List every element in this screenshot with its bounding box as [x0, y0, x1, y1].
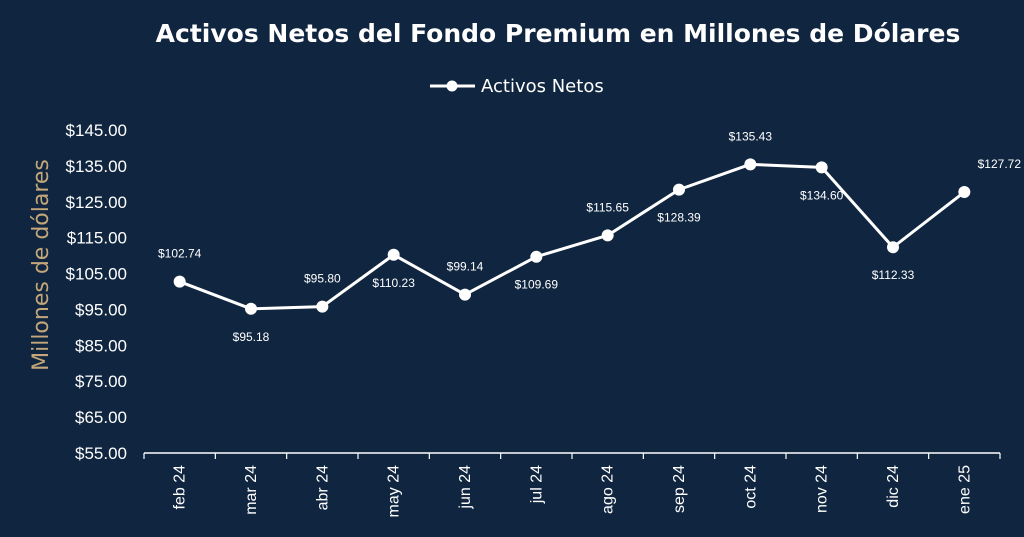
x-tick-label: sep 24	[671, 465, 688, 513]
data-label: $109.69	[515, 278, 559, 292]
x-axis-tick-marks	[143, 453, 1001, 459]
y-tick-label: $145.00	[66, 121, 127, 140]
legend: Activos Netos	[430, 76, 604, 97]
data-label: $127.72	[978, 157, 1022, 171]
data-point	[673, 183, 685, 196]
data-point	[316, 300, 329, 313]
series-line-activos-netos	[179, 162, 966, 311]
data-points	[173, 158, 971, 315]
data-point	[245, 302, 257, 315]
data-label: $134.60	[800, 188, 844, 202]
y-tick-label: $55.00	[75, 444, 127, 463]
data-label: $95.18	[233, 330, 270, 344]
data-point	[173, 275, 186, 288]
x-tick-label: abr 24	[314, 465, 331, 510]
legend-point-marker	[446, 80, 458, 92]
data-point	[958, 186, 971, 199]
data-label: $102.74	[158, 247, 202, 261]
data-label: $95.80	[304, 272, 341, 286]
x-tick-label: oct 24	[742, 465, 759, 509]
x-axis-ticks: feb 24 mar 24 abr 24 may 24 jun 24 jul 24 ago …	[172, 465, 974, 518]
data-label: $99.14	[447, 260, 484, 274]
data-labels: $102.74 $95.18 $95.80 $110.23 $99.14 $109.69 $…	[158, 129, 1021, 343]
data-point	[530, 250, 543, 263]
x-tick-label: ago 24	[600, 465, 617, 514]
chart-title: Activos Netos del Fondo Premium en Millo…	[156, 19, 961, 48]
x-tick-label: jun 24	[457, 465, 474, 510]
data-point	[887, 241, 899, 254]
y-tick-label: $65.00	[75, 408, 127, 427]
y-tick-label: $125.00	[66, 193, 127, 212]
data-label: $112.33	[872, 268, 915, 282]
y-tick-label: $85.00	[75, 336, 127, 355]
data-point	[387, 248, 400, 261]
data-point	[744, 158, 757, 171]
data-label: $135.43	[729, 129, 773, 143]
data-point	[601, 229, 614, 242]
y-tick-label: $105.00	[66, 265, 127, 284]
x-tick-label: nov 24	[814, 465, 831, 513]
x-tick-label: mar 24	[243, 465, 260, 515]
data-label: $115.65	[586, 200, 629, 214]
x-tick-label: may 24	[386, 465, 403, 518]
y-tick-label: $115.00	[67, 229, 127, 248]
data-point	[815, 161, 828, 174]
y-axis-label: Millones de dólares	[29, 159, 54, 371]
data-label: $110.23	[372, 276, 415, 290]
data-label: $128.39	[657, 211, 701, 225]
y-tick-label: $135.00	[66, 157, 127, 176]
x-tick-label: dic 24	[885, 465, 902, 508]
x-tick-label: jul 24	[528, 465, 545, 504]
legend-entry-activos-netos: Activos Netos	[481, 76, 604, 97]
y-tick-label: $95.00	[75, 300, 127, 319]
y-axis-ticks: $55.00 $65.00 $75.00 $85.00 $95.00 $105.00 $11…	[66, 121, 127, 463]
y-tick-label: $75.00	[75, 372, 127, 391]
x-tick-label: feb 24	[172, 465, 189, 510]
x-tick-label: ene 25	[956, 465, 973, 514]
data-point	[459, 288, 471, 301]
